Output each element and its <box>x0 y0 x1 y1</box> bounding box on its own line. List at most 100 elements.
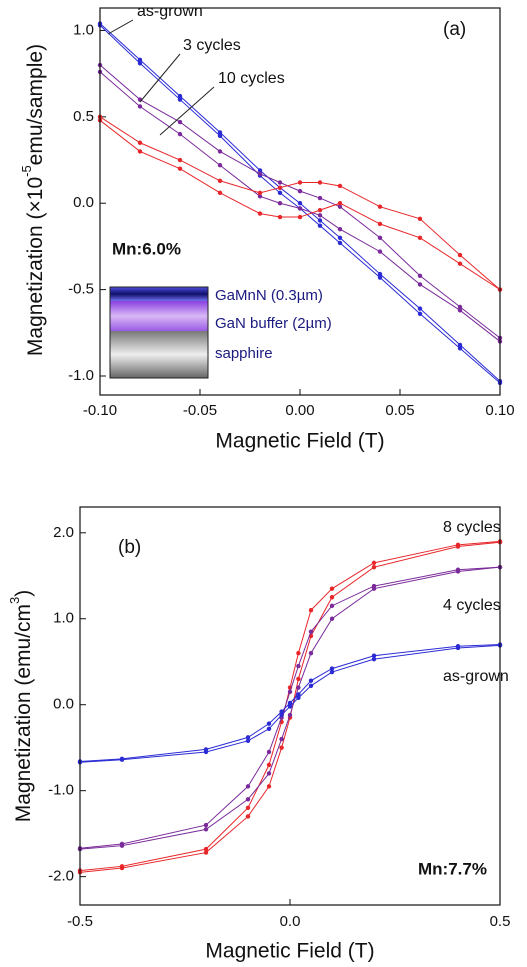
data-point <box>277 201 283 206</box>
data-point <box>177 93 183 99</box>
data-point <box>257 211 263 216</box>
data-point <box>455 544 461 549</box>
data-point <box>266 726 272 731</box>
data-point <box>377 249 383 254</box>
data-point <box>287 689 293 695</box>
data-point <box>257 168 263 173</box>
data-point <box>296 676 301 682</box>
data-point <box>203 822 209 828</box>
y-tick-label: 2.0 <box>53 524 74 541</box>
x-tick-label: -0.05 <box>183 402 217 419</box>
y-tick-label: -0.5 <box>68 281 94 298</box>
data-point <box>457 342 463 348</box>
data-point <box>455 645 461 651</box>
data-point <box>296 650 301 656</box>
data-point <box>266 771 272 776</box>
y-label-sup: -5 <box>19 165 34 177</box>
data-point <box>329 616 335 621</box>
y-axis-label: Magnetization (×10-5emu/sample) <box>19 44 46 356</box>
data-point <box>417 235 423 240</box>
data-point <box>257 194 263 199</box>
pointer <box>107 19 134 35</box>
data-point <box>457 346 463 351</box>
layer-label: sapphire <box>215 345 273 362</box>
data-point <box>217 149 223 154</box>
panel-label: (b) <box>118 537 141 558</box>
x-tick-label: -0.10 <box>83 402 117 419</box>
data-point <box>119 843 125 848</box>
data-point <box>266 721 272 726</box>
data-point <box>203 827 209 832</box>
inset-layers: GaMnN (0.3µm) GaN buffer (2µm) sapphire <box>109 286 332 379</box>
data-point <box>297 188 303 194</box>
data-point <box>297 214 303 220</box>
y-label-text: emu/sample) <box>24 44 47 165</box>
y-axis-label: Magnetization (emu/cm3) <box>7 590 34 823</box>
data-point <box>417 311 423 316</box>
y-label-sup: 3 <box>7 597 22 604</box>
data-point <box>296 692 301 697</box>
data-point <box>377 235 383 240</box>
data-point <box>371 586 377 591</box>
series-label: 3 cycles <box>183 37 241 54</box>
data-point <box>417 306 423 311</box>
y-tick-label: 0.5 <box>73 108 94 125</box>
data-point <box>119 865 125 871</box>
data-point <box>296 685 301 690</box>
data-point <box>371 560 377 566</box>
x-tick-label: 0.5 <box>490 913 511 930</box>
data-point <box>296 695 301 701</box>
data-point <box>377 204 383 209</box>
data-point <box>137 104 143 109</box>
data-point <box>377 271 383 277</box>
data-point <box>137 61 143 66</box>
data-point <box>308 678 314 683</box>
data-point <box>317 180 323 185</box>
data-point <box>329 586 335 591</box>
data-point <box>287 712 293 718</box>
y-label-text: Magnetization (emu/cm <box>12 604 35 822</box>
data-point <box>245 738 251 744</box>
data-point <box>377 221 383 227</box>
data-point <box>337 183 343 189</box>
inset-frame <box>109 286 209 379</box>
data-point <box>308 683 314 688</box>
data-point <box>455 569 461 574</box>
data-point <box>417 282 423 287</box>
data-point <box>279 709 284 714</box>
data-point <box>457 252 463 258</box>
data-point <box>177 97 183 102</box>
data-point <box>217 130 223 135</box>
data-point <box>308 629 314 634</box>
y-label-text: Magnetization (×10 <box>24 177 47 356</box>
data-point <box>317 195 323 201</box>
data-point <box>329 666 335 671</box>
data-point <box>203 850 209 855</box>
x-tick-label: -0.5 <box>67 913 93 930</box>
y-tick-label: -2.0 <box>48 868 74 885</box>
data-point <box>245 784 251 789</box>
data-point <box>177 119 183 125</box>
series-label: 4 cycles <box>443 597 501 614</box>
data-point <box>329 669 335 675</box>
data-point <box>329 595 335 600</box>
data-point <box>137 140 143 145</box>
x-tick-label: 0.05 <box>385 402 414 419</box>
plot-frame <box>79 506 501 906</box>
y-tick-label: 0.0 <box>73 194 94 211</box>
data-point <box>217 190 223 196</box>
data-point <box>203 846 209 852</box>
data-point <box>337 240 343 246</box>
series-label: as-grown <box>137 3 203 20</box>
data-point <box>245 814 251 819</box>
data-point <box>245 805 251 811</box>
data-point <box>329 603 335 609</box>
data-point <box>417 273 423 278</box>
data-point <box>371 653 377 658</box>
y-tick-label: 0.0 <box>53 696 74 713</box>
series-label: as-grown <box>443 668 509 685</box>
data-point <box>297 206 303 211</box>
data-point <box>177 157 183 163</box>
data-point <box>317 218 323 223</box>
